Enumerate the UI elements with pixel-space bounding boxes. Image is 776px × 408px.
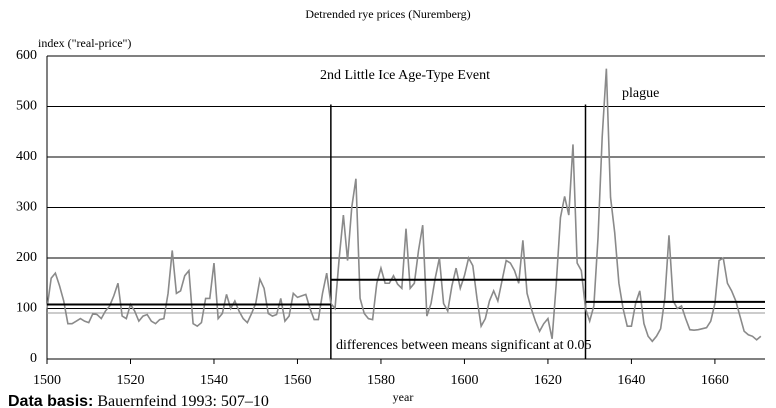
source-note: Data basis: Bauernfeind 1993: 507–10 <box>8 393 269 408</box>
x-tick-label: 1500 <box>33 373 61 388</box>
price-line <box>46 68 762 343</box>
annotation: differences between means significant at… <box>336 338 592 353</box>
x-tick-label: 1520 <box>116 373 144 388</box>
x-axis-label: year <box>393 390 414 404</box>
y-tick-label: 400 <box>16 149 37 164</box>
x-tick-label: 1580 <box>367 373 395 388</box>
x-tick-label: 1600 <box>450 373 478 388</box>
y-tick-label: 100 <box>16 301 37 316</box>
x-tick-label: 1640 <box>617 373 645 388</box>
x-tick-label: 1620 <box>534 373 562 388</box>
chart-title: Detrended rye prices (Nuremberg) <box>305 7 470 21</box>
y-tick-label: 500 <box>16 99 37 114</box>
x-tick-label: 1540 <box>200 373 228 388</box>
y-tick-label: 0 <box>30 351 37 366</box>
source-label: Data basis: <box>8 393 93 408</box>
annotation: 2nd Little Ice Age-Type Event <box>320 68 490 83</box>
y-axis-label: index ("real-price") <box>38 36 131 50</box>
y-tick-label: 200 <box>16 250 37 265</box>
x-tick-label: 1560 <box>283 373 311 388</box>
x-tick-label: 1660 <box>701 373 729 388</box>
source: Bauernfeind 1993: 507–10 <box>97 393 269 408</box>
y-tick-label: 300 <box>16 200 37 215</box>
annotation: plague <box>622 86 659 101</box>
y-tick-label: 600 <box>16 48 37 63</box>
